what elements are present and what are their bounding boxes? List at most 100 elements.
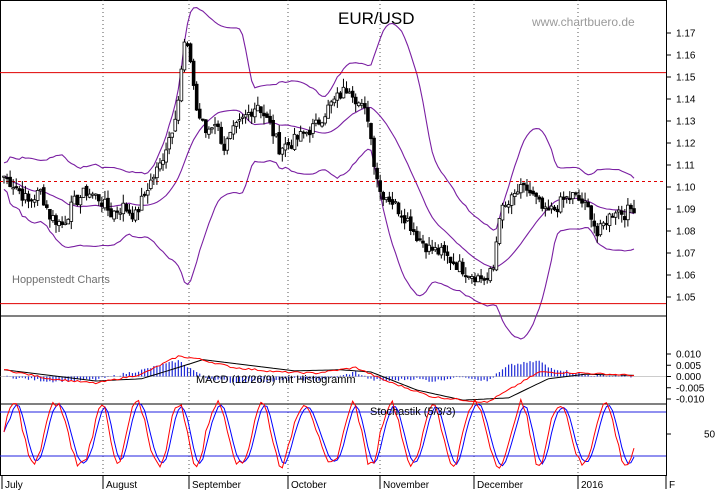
candle-body [93, 193, 98, 196]
candle-body [237, 119, 242, 122]
candle-body [170, 132, 175, 138]
candle-body [360, 103, 364, 106]
candle-body [292, 133, 297, 150]
macd-line [3, 355, 635, 403]
candle-body [338, 92, 343, 99]
candle-body [332, 98, 337, 104]
candle-body [476, 275, 480, 283]
candle-body [23, 193, 28, 201]
candle-body [561, 196, 566, 200]
candle-body [381, 192, 386, 200]
candle-body [8, 176, 12, 187]
candle-body [87, 193, 92, 198]
candle-body [515, 191, 520, 195]
price-tick-label: 1.11 [676, 161, 695, 172]
candle-body [555, 208, 560, 213]
candle-body [488, 268, 493, 282]
candle-body [424, 243, 428, 253]
candle-body [213, 124, 217, 127]
candle-body [485, 277, 490, 280]
candle-body [167, 137, 171, 150]
candle-body [366, 107, 370, 122]
macd-tick-label: 0.000 [676, 372, 701, 383]
candle-body [525, 184, 529, 191]
candle-body [216, 123, 220, 127]
price-tick-label: 1.09 [676, 205, 696, 216]
candle-body [48, 208, 52, 220]
candle-body [252, 108, 257, 118]
macd-tick-label: -0.005 [676, 383, 705, 394]
candle-body [347, 91, 352, 94]
month-label: November [383, 480, 430, 491]
candle-body [564, 196, 569, 199]
candle-body [632, 208, 636, 214]
candle-body [57, 221, 61, 227]
candle-body [595, 225, 600, 237]
candle-body [353, 96, 358, 105]
candle-body [314, 119, 318, 124]
candle-body [277, 132, 282, 155]
candle-body [531, 190, 535, 195]
candle-body [204, 119, 208, 134]
candle-body [210, 127, 214, 130]
candle-body [519, 184, 523, 194]
candle-body [90, 193, 95, 196]
candle-body [537, 196, 541, 200]
candle-body [320, 122, 324, 127]
candle-body [552, 206, 557, 211]
bollinger-upper [3, 7, 635, 231]
candle-body [197, 108, 202, 119]
candle-body [54, 215, 58, 225]
candle-body [2, 175, 6, 178]
candle-body [463, 275, 468, 278]
candle-body [439, 246, 444, 256]
candle-body [629, 204, 633, 210]
candle-body [543, 206, 548, 209]
candle-body [81, 187, 86, 198]
candle-body [586, 201, 590, 208]
stochastic-label: Stochastik (5/3/3) [370, 406, 456, 418]
candle-body [109, 208, 113, 218]
candle-body [308, 129, 312, 136]
candle-body [182, 41, 187, 71]
candle-body [35, 190, 40, 201]
candle-body [219, 126, 223, 144]
candle-body [14, 186, 19, 189]
candle-body [390, 199, 395, 205]
candle-body [274, 133, 278, 137]
price-tick-label: 1.17 [676, 29, 696, 40]
candle-body [323, 116, 327, 124]
candle-body [326, 104, 330, 119]
stochastic-panel [0, 397, 666, 469]
candle-body [604, 223, 609, 226]
candle-body [344, 88, 349, 94]
candle-body [574, 192, 578, 195]
candle-body [173, 118, 178, 132]
candle-body [583, 200, 587, 203]
candle-body [231, 125, 236, 135]
watermark: www.chartbuero.de [531, 15, 635, 29]
candle-body [571, 192, 575, 200]
candle-body [442, 244, 447, 253]
candle-body [60, 221, 64, 225]
candle-body [265, 113, 269, 118]
candle-body [29, 199, 34, 202]
candle-body [194, 83, 199, 111]
stochastic-k-line [3, 397, 635, 469]
candle-body [512, 193, 517, 197]
candle-body [341, 86, 346, 99]
price-tick-label: 1.14 [676, 95, 696, 106]
price-panel [0, 7, 666, 340]
candle-body [256, 104, 260, 112]
candle-body [528, 189, 532, 194]
candle-body [188, 43, 193, 63]
candle-body [522, 182, 526, 186]
candle-body [286, 141, 291, 146]
candle-body [228, 132, 233, 139]
candle-body [97, 194, 101, 202]
candle-body [185, 43, 190, 47]
candle-body [350, 90, 355, 98]
macd-tick-label: -0.010 [676, 395, 705, 406]
candle-body [20, 188, 25, 201]
candle-body [558, 196, 563, 213]
